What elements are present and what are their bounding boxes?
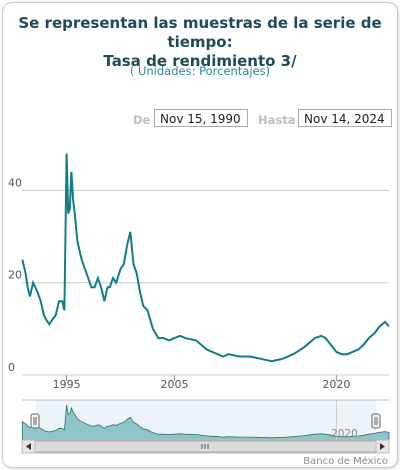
units-label: ( Unidades: Porcentajes) bbox=[129, 64, 271, 78]
scroll-right-button[interactable] bbox=[375, 439, 390, 454]
navigator-right-handle[interactable] bbox=[371, 413, 381, 429]
y-tick-label: 0 bbox=[8, 361, 15, 374]
x-tick-label: 2020 bbox=[322, 378, 350, 391]
to-label: Hasta bbox=[258, 113, 296, 127]
navigator-tick-label: 2020 bbox=[331, 428, 358, 440]
arrow-right-icon bbox=[380, 443, 385, 450]
arrow-left-icon bbox=[26, 443, 31, 450]
credit-text: Banco de México bbox=[303, 456, 388, 467]
x-axis-ticks: 1995 2005 2020 bbox=[53, 375, 350, 391]
navigator[interactable]: 2020 bbox=[21, 399, 390, 441]
y-tick-label: 20 bbox=[8, 269, 22, 282]
chart-title: Se representan las muestras de la serie … bbox=[0, 14, 400, 71]
grid-lines bbox=[22, 189, 389, 284]
to-date-input[interactable]: Nov 14, 2024 bbox=[298, 109, 392, 127]
y-tick-label: 40 bbox=[8, 176, 22, 189]
chart-title-line1: Se representan las muestras de la serie … bbox=[18, 14, 382, 51]
y-axis-tick-labels: 0 20 40 bbox=[8, 176, 22, 374]
navigator-series-area bbox=[21, 404, 390, 441]
scrollbar[interactable] bbox=[21, 439, 390, 454]
x-tick-label: 2005 bbox=[161, 378, 189, 391]
x-tick-label: 1995 bbox=[53, 378, 81, 391]
series-line bbox=[21, 153, 390, 363]
from-date-input[interactable]: Nov 15, 1990 bbox=[154, 109, 248, 127]
scroll-left-button[interactable] bbox=[21, 439, 36, 454]
chart-title-line2: Tasa de rendimiento 3/ bbox=[103, 52, 297, 70]
navigator-left-handle[interactable] bbox=[30, 413, 40, 429]
from-label: De bbox=[133, 113, 151, 127]
